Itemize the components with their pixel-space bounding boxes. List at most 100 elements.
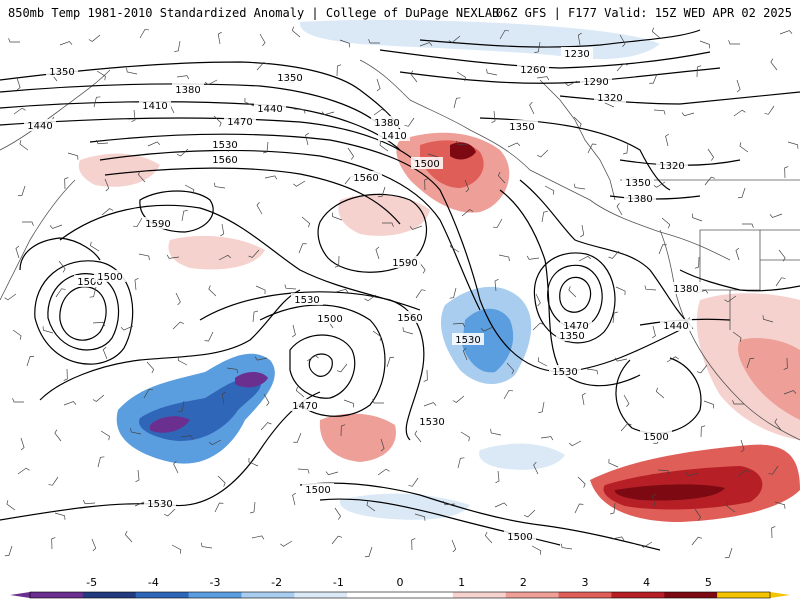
contour-1440-ne xyxy=(679,269,800,292)
contour-1350-west xyxy=(0,61,401,131)
contour-labels: 1350 1380 1410 1440 1350 1440 1470 1530 1560 1590… xyxy=(24,47,702,543)
contour-label: 1380 xyxy=(673,284,698,295)
wind-barb xyxy=(762,315,774,323)
contour-label-bg xyxy=(556,329,588,341)
wind-barb xyxy=(732,331,742,342)
wind-barb xyxy=(737,469,750,477)
wind-barb xyxy=(96,70,106,81)
wind-barb xyxy=(97,456,105,468)
wind-barb xyxy=(15,245,20,259)
contour-label: 1560 xyxy=(353,173,378,184)
wind-barb xyxy=(414,513,426,521)
contour-label-bg xyxy=(378,129,410,141)
wind-barb xyxy=(67,152,79,160)
wind-barb xyxy=(526,255,540,260)
wind-barb xyxy=(293,180,306,187)
contour-label: 1470 xyxy=(563,321,588,332)
wind-barb xyxy=(653,109,666,115)
anomaly-warm-center-ridge xyxy=(168,235,265,270)
wind-barb xyxy=(726,502,736,513)
contour-label: 1320 xyxy=(659,161,684,172)
wind-barb xyxy=(653,181,666,188)
contour-low-east-inner xyxy=(559,276,592,313)
colorbar-tick-label: 0 xyxy=(397,576,404,589)
colorbar-segment xyxy=(347,592,401,598)
wind-barb xyxy=(244,97,255,107)
wind-barb xyxy=(147,141,161,147)
wind-barb xyxy=(587,143,597,154)
wind-barb xyxy=(204,79,218,86)
contour-label-bg xyxy=(560,319,592,331)
wind-barb xyxy=(8,38,20,43)
contour-1530-north xyxy=(99,149,481,311)
wind-barb xyxy=(100,430,110,441)
wind-barb xyxy=(256,62,268,71)
contour-label: 1350 xyxy=(49,67,74,78)
wind-barb xyxy=(739,142,749,153)
wind-barb xyxy=(22,221,34,226)
contour-label-bg xyxy=(580,75,612,87)
wind-barb xyxy=(480,326,494,332)
wind-barb xyxy=(120,325,134,331)
wind-barb xyxy=(581,392,586,406)
wind-barb xyxy=(640,541,653,548)
wind-barb xyxy=(494,278,499,292)
wind-barb xyxy=(135,469,140,483)
colorbar: -5 -4 -3 -2 -1 0 1 2 3 4 5 xyxy=(10,576,790,599)
wind-barb xyxy=(138,253,150,261)
wind-barb xyxy=(424,178,429,191)
contour-label: 1560 xyxy=(397,313,422,324)
wind-barb xyxy=(134,277,139,291)
wind-barb xyxy=(573,183,586,190)
colorbar-tick-label: 3 xyxy=(582,576,589,589)
contour-label-bg xyxy=(411,157,443,169)
wind-barb xyxy=(221,391,226,405)
wind-barb xyxy=(691,536,703,546)
wind-barb xyxy=(535,293,541,307)
wind-barb xyxy=(137,170,146,183)
colorbar-tick-label: 2 xyxy=(520,576,527,589)
wind-barb xyxy=(536,76,550,81)
wind-barb xyxy=(692,213,703,222)
contour-label-bg xyxy=(389,256,421,268)
contour-label: 1440 xyxy=(257,104,282,115)
contour-label: 1530 xyxy=(294,295,319,306)
colorbar-tick-label: 5 xyxy=(705,576,712,589)
contour-label: 1530 xyxy=(455,335,480,346)
wind-barb xyxy=(443,500,456,506)
wind-barb xyxy=(490,428,502,436)
wind-barb xyxy=(17,467,30,475)
wind-barb xyxy=(301,216,311,228)
wind-barb xyxy=(364,294,377,302)
wind-barb xyxy=(735,247,740,261)
wind-barb xyxy=(452,322,465,328)
wind-barb xyxy=(507,142,521,148)
colorbar-segment xyxy=(717,592,771,598)
wind-barb xyxy=(533,461,539,475)
wind-barb xyxy=(248,249,260,258)
wind-barb xyxy=(254,356,268,361)
wind-barb xyxy=(783,390,797,395)
wind-barb xyxy=(366,501,376,512)
wind-barb xyxy=(724,547,733,559)
anomaly-cold-central-pacific-inner xyxy=(462,308,514,373)
wind-barb xyxy=(174,40,181,52)
wind-barb xyxy=(564,80,578,87)
contour-label: 1410 xyxy=(381,131,406,142)
wind-barb xyxy=(696,364,708,374)
colorbar-segment xyxy=(188,592,242,598)
contour-trough-1470 xyxy=(289,334,356,399)
contour-label-bg xyxy=(24,119,56,131)
wind-barb xyxy=(177,148,189,157)
wind-barb xyxy=(64,177,69,190)
contour-label-bg xyxy=(209,138,241,150)
wind-barb xyxy=(418,261,426,274)
wind-barb xyxy=(172,321,184,330)
wind-barb xyxy=(495,470,500,484)
wind-barb xyxy=(20,437,25,451)
wind-barb xyxy=(728,40,740,45)
wind-barb xyxy=(538,401,545,413)
wind-barb xyxy=(256,202,263,215)
contour-north-1230 xyxy=(419,29,701,48)
colorbar-tick-label: -1 xyxy=(333,576,344,589)
